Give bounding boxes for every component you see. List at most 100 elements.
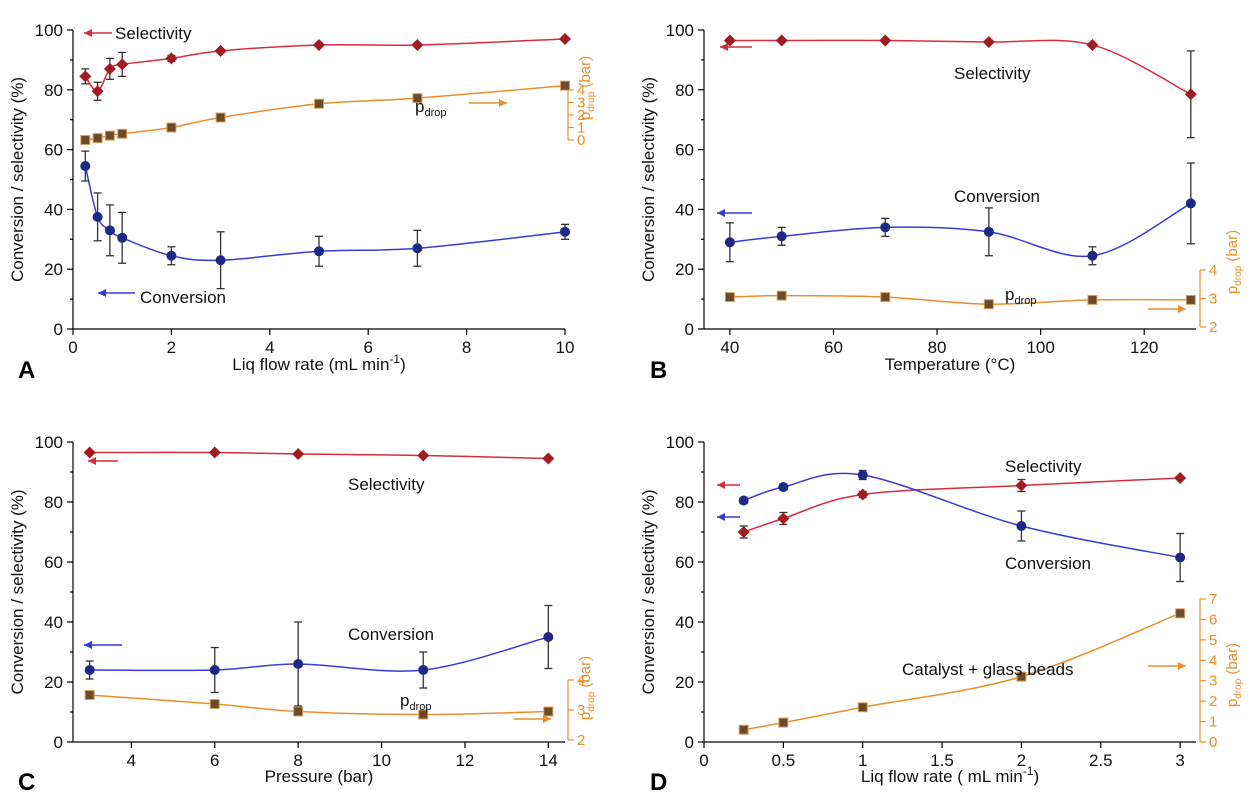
pdrop-point bbox=[209, 699, 220, 709]
y-tick-label: 40 bbox=[675, 613, 694, 632]
selectivity-point bbox=[856, 488, 869, 501]
right-tick-label: 3 bbox=[1209, 291, 1217, 308]
selectivity-point bbox=[1174, 472, 1187, 484]
x-tick-label: 10 bbox=[556, 338, 575, 357]
conversion-point bbox=[209, 665, 220, 675]
selectivity-arrow-head bbox=[84, 29, 92, 37]
right-axis-title: pdrop (bar) bbox=[1224, 643, 1244, 707]
y-tick-label: 100 bbox=[666, 21, 694, 40]
panel-C: 0 20 40 60 80 100 4 6 8 10 12 14 Conversion / select… bbox=[8, 433, 597, 796]
pdrop-label: pdrop bbox=[1005, 285, 1037, 307]
panel-letter: D bbox=[650, 769, 667, 796]
right-axis-title: pdrop (bar) bbox=[577, 56, 597, 120]
series-pdrop bbox=[738, 608, 1186, 735]
conversion-point bbox=[117, 232, 128, 243]
x-axis-title-main: Temperature (°C) bbox=[885, 355, 1016, 374]
conversion-point bbox=[983, 226, 994, 237]
selectivity-point bbox=[214, 44, 227, 57]
y-tick-label: 80 bbox=[675, 81, 694, 100]
selectivity-line bbox=[743, 477, 1181, 533]
selectivity-point bbox=[542, 452, 555, 465]
selectivity-label: Selectivity bbox=[115, 24, 192, 43]
selectivity-arrow-head bbox=[717, 481, 725, 489]
pdrop-point bbox=[1087, 294, 1098, 305]
right-axis-title: pdrop (bar) bbox=[577, 656, 597, 720]
selectivity-point bbox=[313, 38, 325, 51]
y-axis-title: Conversion / selectivity (%) bbox=[8, 77, 27, 282]
x-axis-title: Liq flow rate (mL min-1) bbox=[232, 352, 406, 374]
right-tick-label: 3 bbox=[577, 95, 585, 112]
y-tick-label: 0 bbox=[54, 733, 63, 752]
conversion-point bbox=[314, 246, 324, 257]
pdrop-point bbox=[418, 709, 429, 720]
panel-B: 0 20 40 60 80 100 40 60 80 100 120 Conversion / sel… bbox=[639, 21, 1244, 384]
pdrop-arrow-head bbox=[543, 715, 551, 723]
pdrop-point bbox=[880, 292, 891, 303]
selectivity-point bbox=[208, 446, 221, 459]
y-tick-label: 0 bbox=[685, 320, 694, 339]
x-axis-title-sup: -1 bbox=[389, 352, 400, 366]
x-axis-title: Liq flow rate ( mL min-1) bbox=[861, 764, 1039, 786]
right-axis-title: pdrop (bar) bbox=[1224, 230, 1244, 294]
conversion-point bbox=[776, 231, 787, 242]
y-tick-label: 20 bbox=[675, 673, 694, 692]
x-tick-label: 12 bbox=[455, 751, 474, 770]
conversion-point bbox=[543, 632, 554, 642]
pdrop-point bbox=[857, 702, 868, 713]
selectivity-point bbox=[103, 62, 116, 75]
pdrop-point bbox=[215, 112, 226, 123]
x-tick-label: 6 bbox=[210, 751, 219, 770]
x-tick-label: 0 bbox=[699, 751, 708, 770]
y-tick-label: 20 bbox=[44, 260, 63, 279]
x-tick-label: 10 bbox=[372, 751, 391, 770]
pdrop-label-main: p bbox=[1005, 285, 1014, 304]
right-axis-title-sub: drop bbox=[586, 91, 597, 111]
y-tick-label: 100 bbox=[35, 433, 63, 452]
y-tick-label: 40 bbox=[44, 613, 63, 632]
y-tick-label: 60 bbox=[44, 553, 63, 572]
pdrop-point bbox=[724, 292, 735, 303]
y-axis-title: Conversion / selectivity (%) bbox=[8, 489, 27, 694]
selectivity-point bbox=[1015, 479, 1028, 492]
conversion-line bbox=[84, 165, 566, 262]
pdrop-point bbox=[560, 80, 570, 91]
conversion-point bbox=[293, 659, 304, 669]
y-axis-title: Conversion / selectivity (%) bbox=[639, 489, 658, 694]
series-selectivity bbox=[737, 472, 1187, 539]
selectivity-point bbox=[292, 448, 305, 460]
series-pdrop bbox=[724, 290, 1196, 310]
conversion-arrow-head bbox=[98, 289, 106, 297]
pdrop-line bbox=[85, 84, 566, 141]
y-tick-label: 100 bbox=[666, 433, 694, 452]
pdrop-point bbox=[412, 93, 423, 104]
selectivity-label: Selectivity bbox=[348, 475, 425, 494]
pdrop-point bbox=[80, 135, 91, 145]
y-tick-label: 80 bbox=[44, 81, 63, 100]
selectivity-arrow-head bbox=[88, 457, 96, 465]
right-axis-title-sub: drop bbox=[1233, 265, 1244, 285]
right-tick-label: 0 bbox=[1209, 734, 1217, 751]
conversion-point bbox=[1087, 250, 1098, 261]
pdrop-arrow-head bbox=[499, 99, 507, 107]
series-selectivity bbox=[83, 446, 555, 465]
y-tick-label: 60 bbox=[675, 141, 694, 160]
pdrop-point bbox=[92, 133, 103, 144]
series-pdrop bbox=[80, 80, 570, 145]
selectivity-point bbox=[79, 70, 92, 83]
y-tick-label: 60 bbox=[675, 553, 694, 572]
x-axis-title-end: ) bbox=[400, 355, 406, 374]
pdrop-point bbox=[314, 98, 324, 109]
pdrop-line bbox=[729, 294, 1191, 305]
x-tick-label: 1 bbox=[858, 751, 867, 770]
panel-letter: B bbox=[650, 357, 667, 384]
pdrop-arrow-head bbox=[1178, 305, 1186, 313]
panel-letter: C bbox=[18, 769, 35, 796]
x-axis-title-end: ) bbox=[1033, 767, 1039, 786]
conversion-point bbox=[1175, 552, 1186, 563]
x-axis-title-sup: -1 bbox=[1023, 764, 1034, 778]
x-axis-title-main: Liq flow rate (mL min bbox=[232, 355, 389, 374]
pdrop-point bbox=[166, 122, 177, 133]
x-axis-title-main: Liq flow rate ( mL min bbox=[861, 767, 1023, 786]
conversion-arrow-head bbox=[717, 209, 725, 217]
